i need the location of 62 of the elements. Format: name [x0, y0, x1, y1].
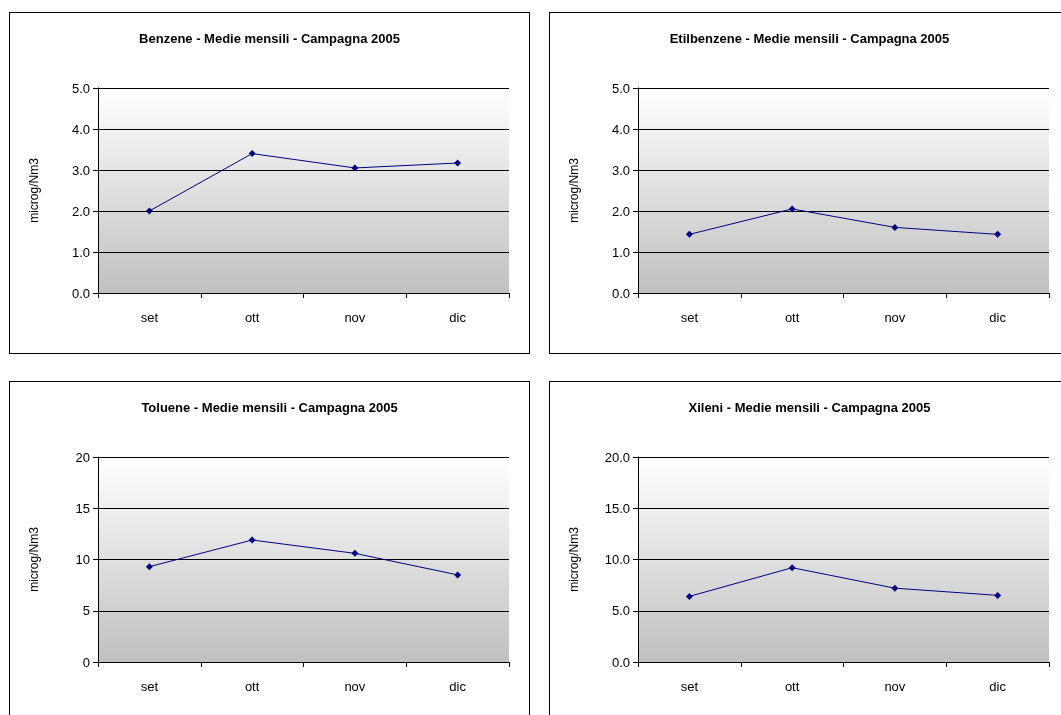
x-tick-label: nov	[884, 679, 906, 694]
point	[454, 571, 462, 579]
point	[994, 591, 1002, 599]
y-tick-label: 0.0	[611, 285, 630, 301]
point	[145, 207, 153, 215]
y-tick-label: 3.0	[611, 162, 630, 178]
y-tick-label: 5.0	[71, 80, 90, 96]
x-tick-label: set	[140, 310, 159, 325]
x-tick-label: nov	[344, 679, 366, 694]
x-tick-label: set	[140, 679, 159, 694]
x-tick-label: dic	[449, 679, 467, 694]
point	[145, 563, 153, 571]
point	[248, 536, 256, 544]
y-tick-label: 0.0	[611, 654, 630, 670]
x-tick-label: ott	[244, 310, 260, 325]
x-tick-label: ott	[784, 679, 800, 694]
y-tick-label: 10.0	[604, 552, 630, 567]
point	[788, 564, 796, 572]
y-tick-label: 4.0	[71, 121, 90, 137]
point	[994, 230, 1002, 238]
y-tick-label: 20.0	[604, 449, 630, 465]
y-tick-label: 5.0	[611, 80, 630, 96]
point	[685, 592, 693, 600]
x-tick-label: ott	[244, 679, 260, 694]
point	[248, 150, 256, 158]
y-axis-title: microg/Nm3	[567, 157, 581, 223]
point	[891, 584, 899, 592]
y-tick-label: 3.0	[71, 162, 90, 178]
chart-title: Benzene - Medie mensili - Campagna 2005	[139, 31, 400, 46]
point	[685, 230, 693, 238]
y-axis-title: microg/Nm3	[27, 526, 41, 592]
y-axis-title: microg/Nm3	[27, 157, 41, 223]
y-axis-title: microg/Nm3	[567, 526, 581, 592]
y-tick-label: 5	[82, 603, 90, 619]
y-tick-label: 1.0	[611, 244, 630, 260]
x-tick-label: set	[680, 310, 699, 325]
x-tick-label: set	[680, 679, 699, 694]
y-tick-label: 20	[75, 449, 90, 465]
y-tick-label: 2.0	[611, 203, 630, 219]
y-tick-label: 5.0	[611, 603, 630, 619]
chart-title: Xileni - Medie mensili - Campagna 2005	[688, 400, 931, 415]
point	[351, 549, 359, 557]
y-tick-label: 15.0	[604, 500, 630, 516]
chart-title: Toluene - Medie mensili - Campagna 2005	[141, 400, 398, 415]
y-tick-label: 2.0	[71, 203, 90, 219]
chart-title: Etilbenzene - Medie mensili - Campagna 2005	[669, 31, 950, 46]
point	[351, 164, 359, 172]
x-tick-label: dic	[989, 679, 1007, 694]
x-tick-label: nov	[884, 310, 906, 325]
x-tick-label: dic	[449, 310, 467, 325]
point	[454, 159, 462, 167]
y-tick-label: 0.0	[71, 285, 90, 301]
x-tick-label: dic	[989, 310, 1007, 325]
y-tick-label: 1.0	[71, 244, 90, 260]
point	[788, 205, 796, 213]
y-tick-label: 10	[75, 552, 90, 567]
x-tick-label: nov	[344, 310, 366, 325]
y-tick-label: 4.0	[611, 121, 630, 137]
point	[891, 223, 899, 231]
y-tick-label: 15	[75, 500, 90, 516]
x-tick-label: ott	[784, 310, 800, 325]
y-tick-label: 0	[82, 654, 90, 670]
